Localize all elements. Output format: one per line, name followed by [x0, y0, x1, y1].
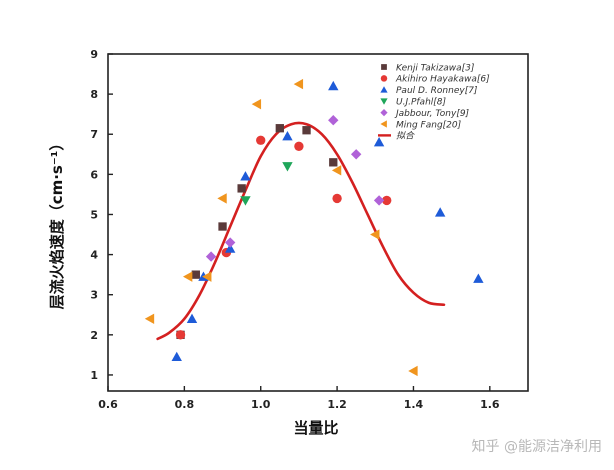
- y-axis-label: 层流火焰速度（cm·s⁻¹）: [48, 136, 66, 310]
- y-tick-label: 9: [90, 48, 98, 61]
- data-point: [331, 165, 342, 176]
- data-point: [191, 270, 200, 279]
- axis-ticks: 0.6 0.8 1.0 1.2 1.4 1.6 1 2 3 4 5 6 7 8 9: [90, 48, 500, 411]
- legend-label: Ming Fang[20]: [396, 120, 462, 130]
- fit-curve-layer: [156, 121, 446, 341]
- legend-marker: [380, 75, 388, 82]
- y-tick-label: 3: [90, 289, 98, 302]
- data-point: [202, 271, 212, 282]
- watermark: 知乎 @能源洁净利用: [471, 439, 602, 455]
- data-point: [224, 237, 236, 248]
- data-point: [350, 149, 362, 160]
- legend-marker: [380, 109, 388, 117]
- legend-marker: [380, 120, 387, 128]
- y-tick-label: 7: [90, 128, 98, 141]
- data-point: [373, 137, 385, 147]
- data-point: [282, 162, 293, 172]
- data-point: [329, 158, 338, 167]
- x-tick-label: 1.0: [251, 398, 271, 411]
- legend-marker: [381, 64, 387, 70]
- data-point: [224, 243, 236, 253]
- data-point: [408, 365, 418, 377]
- y-tick-label: 5: [90, 208, 98, 221]
- y-tick-label: 8: [90, 88, 98, 101]
- data-point: [240, 171, 251, 181]
- data-point: [205, 251, 217, 262]
- data-point: [186, 313, 198, 323]
- x-tick-label: 1.6: [480, 398, 500, 411]
- x-tick-label: 0.6: [98, 398, 118, 411]
- data-point: [237, 184, 246, 193]
- legend-marker: [380, 98, 388, 105]
- y-tick-label: 6: [90, 168, 98, 181]
- data-point: [240, 196, 251, 206]
- data-point: [332, 193, 342, 204]
- y-tick-label: 1: [90, 369, 98, 382]
- data-point: [282, 131, 293, 141]
- data-point: [294, 141, 304, 151]
- data-point: [251, 98, 262, 110]
- data-point: [473, 273, 484, 283]
- x-tick-label: 0.8: [175, 398, 195, 411]
- data-point: [373, 195, 385, 206]
- legend-label: 拟合: [396, 131, 415, 142]
- data-point: [175, 330, 186, 340]
- legend-label: Kenji Takizawa[3]: [396, 63, 475, 73]
- data-point: [256, 135, 266, 145]
- fit-curve: [156, 121, 446, 341]
- data-point: [328, 80, 339, 91]
- data-point: [218, 222, 227, 231]
- y-tick-label: 4: [90, 249, 98, 262]
- data-point: [144, 313, 155, 324]
- plot-frame: [107, 53, 529, 392]
- data-point: [382, 195, 392, 206]
- data-point: [434, 207, 446, 217]
- data-point: [370, 229, 380, 240]
- legend-label: Akihiro Hayakawa[6]: [395, 75, 490, 85]
- legend: Kenji Takizawa[3] Akihiro Hayakawa[6]Paul…: [378, 63, 490, 142]
- data-point: [182, 271, 193, 282]
- y-tick-label: 2: [90, 329, 98, 342]
- legend-label: U.J.Pfahl[8]: [396, 98, 447, 108]
- legend-marker: [380, 86, 388, 93]
- data-point: [302, 126, 311, 135]
- data-point: [171, 351, 182, 362]
- data-point: [275, 124, 284, 133]
- x-tick-label: 1.4: [404, 398, 424, 411]
- data-point: [328, 114, 339, 126]
- data-points-layer: [144, 78, 484, 377]
- x-tick-label: 1.2: [327, 398, 347, 411]
- data-point: [293, 78, 304, 90]
- data-point: [217, 193, 227, 204]
- x-axis-label: 当量比: [293, 419, 338, 437]
- legend-label: Jabbour, Tony[9]: [394, 109, 470, 119]
- legend-label: Paul D. Ronney[7]: [396, 86, 478, 96]
